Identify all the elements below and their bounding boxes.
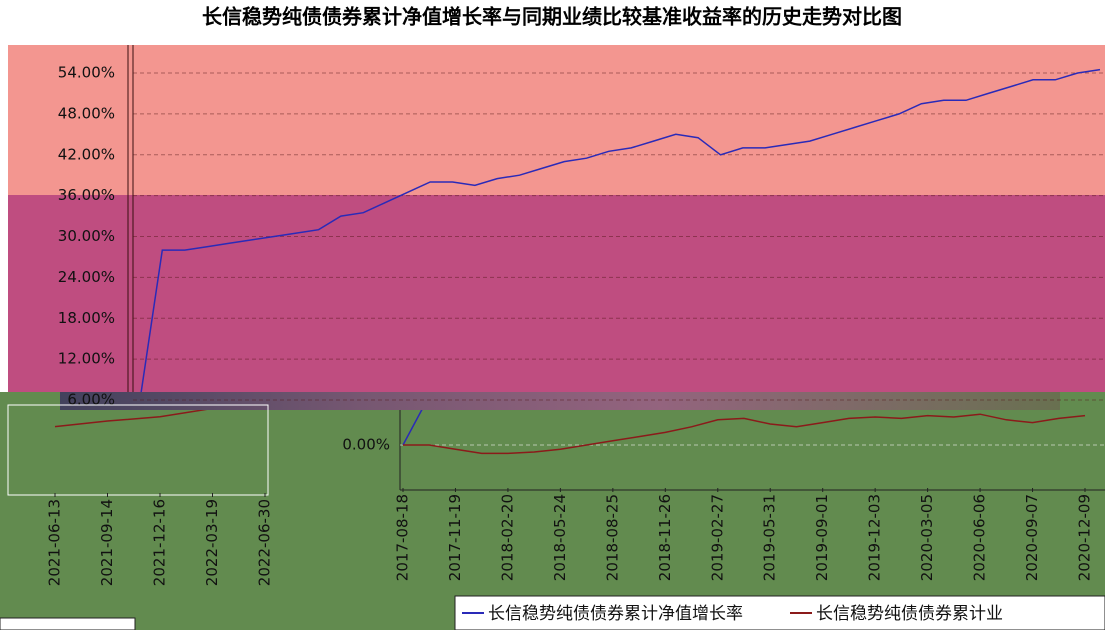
x-tick-label: 2020-03-05 [918,494,936,581]
series-line [403,413,1086,455]
series-line [140,68,1101,392]
plot [54,410,208,428]
x-tick-label: 2019-12-03 [866,494,884,581]
glitch-strip [60,392,1060,410]
y-tick-label: 24.00% [58,268,115,286]
series-line [402,410,423,446]
x-tick-label: 2020-12-09 [1076,494,1094,581]
plot [140,68,1101,392]
x-tick-label: 2017-08-18 [394,494,412,581]
small-box [0,617,136,631]
x-tick-label: 2019-09-01 [813,494,831,581]
x-tick-label: 2017-11-19 [446,494,464,581]
legend-label: 长信稳势纯债债券累计业 [816,604,1003,624]
x-tick-label: 2018-11-26 [656,494,674,581]
chart-title: 长信稳势纯债债券累计净值增长率与同期业绩比较基准收益率的历史走势对比图 [202,5,902,29]
y-tick-label: 54.00% [58,64,115,82]
x-tick-label: 2022-03-19 [203,499,221,586]
x-tick-label: 2019-02-27 [708,494,726,581]
y-tick-label: 18.00% [58,309,115,327]
panel-green [0,392,1105,630]
panel-purple [8,195,1105,392]
x-tick-label: 2022-06-30 [256,499,274,586]
y-tick-label: 42.00% [58,145,115,163]
x-tick-label: 2021-06-13 [46,499,64,586]
x-tick-label: 2020-09-07 [1023,494,1041,581]
x-tick-label: 2018-08-25 [603,494,621,581]
legend-label: 长信稳势纯债债券累计净值增长率 [488,604,743,624]
series-line [54,410,208,428]
y-tick-label: 6.00% [67,391,115,409]
y-tick-label: 36.00% [58,186,115,204]
legend [454,595,1105,631]
x-tick-label: 2018-02-20 [498,494,516,581]
y-tick-label: 12.00% [58,350,115,368]
x-tick-label: 2019-05-31 [761,494,779,581]
x-tick-label: 2021-09-14 [98,499,116,586]
panel-pink [8,45,1105,195]
x-tick-label: 2018-05-24 [551,494,569,581]
x-tick-label: 2021-12-16 [151,499,169,586]
x-tick-label: 2020-06-06 [971,494,989,581]
plot [402,410,1086,455]
left-panel-frame [7,404,269,496]
y-tick-label: 30.00% [58,227,115,245]
y-tick-label: 48.00% [58,104,115,122]
y-tick-label: 0.00% [342,436,390,454]
